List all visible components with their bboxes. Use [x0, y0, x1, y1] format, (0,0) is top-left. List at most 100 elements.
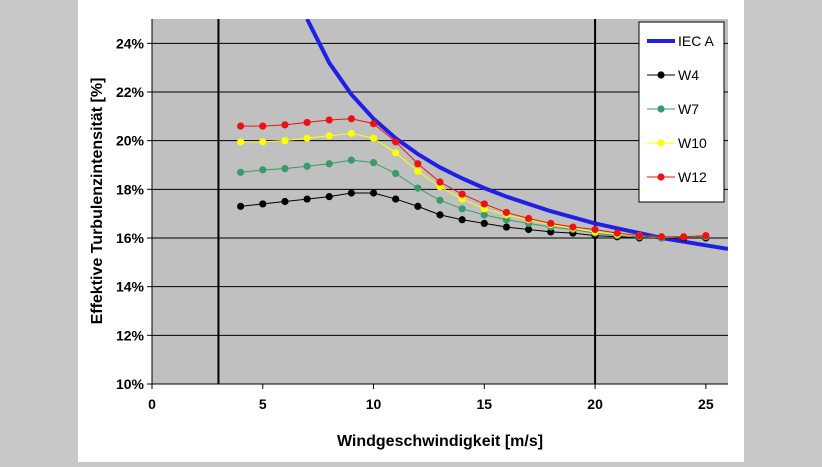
- y-tick-label-12: 12%: [116, 327, 145, 343]
- point-w12-10: [369, 120, 378, 128]
- point-w10-8: [325, 132, 333, 140]
- legend-box: [638, 21, 725, 203]
- point-w12-15: [480, 200, 488, 208]
- point-w12-25: [702, 231, 710, 240]
- point-w7-6: [281, 165, 289, 173]
- point-w4-8: [325, 193, 333, 201]
- y-tick-label-18: 18%: [116, 181, 145, 197]
- point-w12-4: [237, 122, 245, 130]
- x-tick-label-10: 10: [366, 396, 382, 412]
- x-tick-label-0: 0: [148, 396, 156, 412]
- series-group: [237, 19, 728, 251]
- point-w12-22: [635, 231, 643, 240]
- point-w7-12: [414, 184, 422, 192]
- legend-marker-w4: [657, 71, 665, 79]
- point-w12-12: [414, 160, 422, 168]
- point-w4-17: [525, 225, 533, 234]
- series-line-w12: [240, 118, 706, 238]
- tick-labels: 0 5 10 15 20 25 10% 12% 14% 16% 18% 20% 22% 24%: [116, 35, 714, 412]
- legend-entry-iec-a: IEC A: [647, 33, 714, 49]
- point-w4-13: [436, 211, 444, 219]
- point-w12-9: [347, 115, 355, 123]
- point-w10-5: [259, 138, 267, 146]
- axes: [147, 19, 728, 389]
- series-w12: [237, 115, 710, 241]
- legend-label-w7: W7: [678, 101, 699, 117]
- point-w4-12: [414, 202, 422, 210]
- point-w12-6: [281, 121, 289, 129]
- point-w10-12: [414, 167, 422, 175]
- point-w4-7: [303, 195, 311, 203]
- series-line-iec-a: [305, 19, 728, 251]
- legend-label-iec-a: IEC A: [678, 33, 714, 49]
- point-w10-7: [303, 134, 311, 142]
- point-w4-4: [237, 202, 245, 210]
- point-w4-16: [502, 223, 511, 231]
- point-w7-7: [303, 162, 311, 170]
- point-w7-9: [347, 156, 355, 164]
- legend-marker-w7: [657, 105, 665, 113]
- point-w7-14: [458, 205, 466, 213]
- point-w12-11: [392, 138, 400, 146]
- legend-entry-w10: W10: [647, 135, 707, 151]
- point-w4-5: [259, 200, 267, 208]
- y-tick-label-24: 24%: [116, 35, 145, 51]
- point-w12-14: [458, 190, 466, 198]
- point-w12-13: [436, 178, 444, 186]
- point-w7-5: [259, 166, 267, 174]
- legend-label-w12: W12: [678, 169, 707, 185]
- x-tick-label-5: 5: [259, 396, 267, 412]
- point-w10-9: [347, 129, 355, 137]
- point-w10-6: [281, 137, 289, 145]
- series-iec-a: [305, 19, 728, 251]
- legend-entry-w4: W4: [647, 67, 699, 83]
- point-w10-10: [369, 134, 378, 142]
- x-tick-label-25: 25: [698, 396, 714, 412]
- legend-label-w10: W10: [678, 135, 707, 151]
- y-tick-label-10: 10%: [116, 376, 145, 392]
- point-w12-21: [613, 229, 621, 237]
- point-w4-15: [480, 219, 488, 227]
- legend: IEC A W4 W7 W10 W12: [638, 21, 725, 203]
- y-tick-label-14: 14%: [116, 279, 145, 295]
- vertical-reference-lines: [217, 19, 597, 384]
- x-tick-label-15: 15: [477, 396, 493, 412]
- series-line-w4: [240, 192, 706, 239]
- legend-entry-w12: W12: [647, 169, 707, 185]
- point-w12-17: [525, 214, 533, 223]
- point-w12-8: [325, 116, 333, 124]
- legend-entry-w7: W7: [647, 101, 699, 117]
- legend-label-w4: W4: [678, 67, 699, 83]
- point-w7-11: [392, 169, 400, 178]
- y-tick-label-22: 22%: [116, 84, 145, 100]
- point-w7-10: [369, 158, 378, 167]
- x-tick-label-20: 20: [587, 396, 603, 412]
- point-w12-24: [680, 233, 688, 241]
- series-line-w10: [240, 132, 706, 238]
- legend-marker-w10: [657, 139, 665, 147]
- point-w4-9: [347, 189, 355, 197]
- point-w12-7: [303, 118, 311, 127]
- y-tick-label-16: 16%: [116, 230, 145, 246]
- point-w7-4: [237, 168, 245, 176]
- point-w4-14: [458, 216, 466, 224]
- point-w7-8: [325, 160, 333, 168]
- legend-marker-w12: [657, 173, 665, 181]
- y-tick-label-20: 20%: [116, 133, 145, 149]
- point-w7-13: [436, 196, 444, 204]
- point-w4-10: [369, 189, 378, 197]
- point-w12-19: [569, 223, 577, 231]
- point-w12-16: [502, 208, 511, 217]
- point-w7-15: [480, 211, 488, 219]
- point-w12-23: [657, 233, 666, 241]
- series-line-w7: [240, 159, 706, 239]
- point-w10-4: [237, 138, 245, 146]
- y-axis-label: Effektive Turbulenzintensität [%]: [89, 78, 106, 325]
- point-w10-11: [392, 149, 400, 157]
- point-w12-20: [591, 225, 599, 234]
- x-axis-label: Windgeschwindigkeit [m/s]: [337, 433, 543, 450]
- point-w4-11: [392, 195, 400, 203]
- point-w12-18: [547, 219, 555, 227]
